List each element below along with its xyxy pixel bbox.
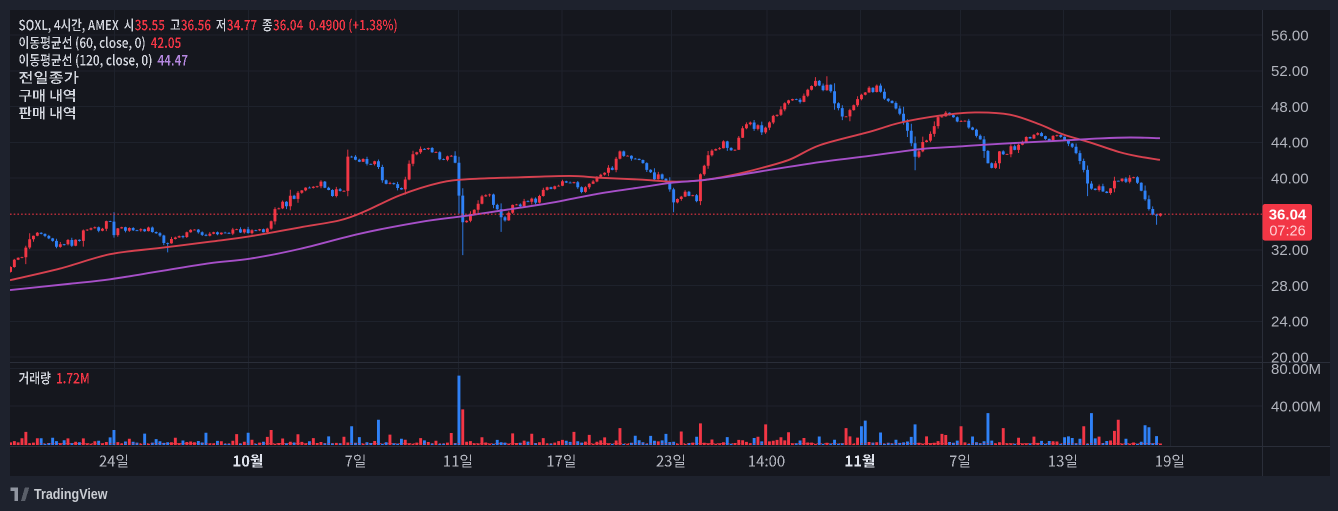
svg-text:07:26: 07:26	[1269, 224, 1305, 240]
svg-text:56.00: 56.00	[1271, 27, 1309, 44]
svg-text:44.00: 44.00	[1271, 135, 1309, 152]
svg-text:24.00: 24.00	[1271, 314, 1309, 331]
svg-text:40.00: 40.00	[1271, 171, 1309, 188]
svg-text:32.00: 32.00	[1271, 242, 1309, 259]
svg-text:20.00: 20.00	[1271, 349, 1309, 366]
svg-text:52.00: 52.00	[1271, 63, 1309, 80]
svg-text:28.00: 28.00	[1271, 278, 1309, 295]
svg-text:TradingView: TradingView	[34, 487, 108, 503]
svg-text:40.00M: 40.00M	[1271, 398, 1321, 415]
svg-text:80.00M: 80.00M	[1271, 361, 1321, 378]
svg-text:48.00: 48.00	[1271, 99, 1309, 116]
svg-text:36.04: 36.04	[1269, 207, 1307, 224]
